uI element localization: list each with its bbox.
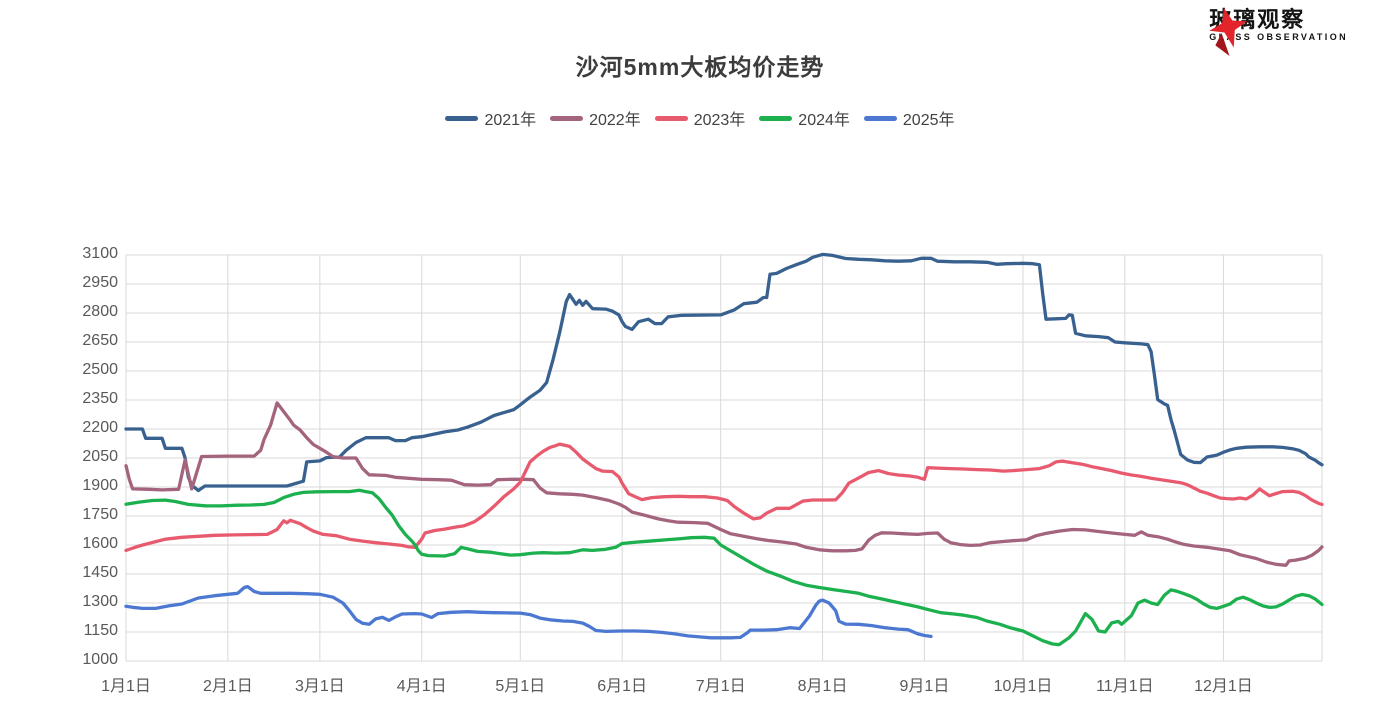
y-axis-label: 2650 — [82, 332, 118, 349]
y-axis-label: 2050 — [82, 448, 118, 465]
y-axis-label: 1000 — [82, 651, 118, 668]
x-axis-label: 4月1日 — [396, 678, 447, 695]
brand-logo: 玻璃观察 GLASS OBSERVATION — [1203, 8, 1348, 56]
y-axis-label: 1450 — [82, 564, 118, 581]
x-axis-label: 12月1日 — [1194, 678, 1253, 695]
legend-swatch — [759, 115, 793, 121]
y-axis-label: 1600 — [82, 535, 118, 552]
series-line-2023 — [124, 442, 1324, 553]
x-axis-label: 6月1日 — [597, 678, 648, 695]
legend-item-2025[interactable]: 2025年 — [863, 106, 955, 130]
y-axis-label: 1300 — [82, 593, 118, 610]
legend-label: 2025年 — [902, 112, 955, 129]
y-axis-label: 2500 — [82, 361, 118, 378]
y-axis-label: 2350 — [82, 390, 118, 407]
y-axis-label: 3100 — [82, 245, 118, 262]
x-axis-label: 5月1日 — [495, 678, 546, 695]
star-accent — [1215, 33, 1230, 56]
legend-swatch — [654, 115, 688, 121]
x-axis-label: 7月1日 — [695, 678, 746, 695]
legend-swatch — [445, 115, 479, 121]
series-line-2024 — [124, 488, 1324, 647]
legend-label: 2022年 — [589, 112, 641, 129]
chart-title: 沙河5mm大板均价走势 — [575, 54, 825, 80]
x-axis-label: 9月1日 — [899, 678, 950, 695]
legend-swatch — [550, 115, 584, 121]
x-axis-label: 10月1日 — [993, 678, 1053, 695]
y-axis-label: 2200 — [82, 419, 118, 436]
x-axis-label: 1月1日 — [101, 678, 151, 695]
series-line-2021 — [124, 252, 1324, 493]
star-icon — [1209, 8, 1248, 56]
y-axis-label: 2950 — [82, 274, 118, 291]
series-line-2025 — [124, 584, 933, 640]
legend-label: 2023年 — [693, 112, 746, 129]
x-axis-label: 8月1日 — [797, 678, 848, 695]
brand-name-en: GLASS OBSERVATION — [1209, 32, 1348, 42]
legend-swatch — [863, 115, 897, 121]
x-axis-label: 3月1日 — [294, 678, 345, 695]
x-axis-label: 11月1日 — [1096, 678, 1154, 695]
y-axis-label: 1150 — [83, 622, 118, 639]
y-axis-label: 2800 — [82, 303, 118, 320]
chart-legend: 2021年 2022年 2023年 2024年 2025年 — [0, 106, 1400, 130]
y-axis-label: 1750 — [82, 506, 118, 523]
legend-label: 2024年 — [798, 112, 850, 129]
legend-item-2023[interactable]: 2023年 — [654, 106, 746, 130]
legend-item-2021[interactable]: 2021年 — [445, 106, 536, 130]
series-line-2022 — [124, 401, 1324, 567]
y-axis-label: 1900 — [82, 477, 118, 494]
legend-item-2024[interactable]: 2024年 — [759, 106, 850, 130]
legend-label: 2021年 — [484, 112, 537, 129]
legend-item-2022[interactable]: 2022年 — [550, 106, 641, 130]
x-axis-label: 2月1日 — [202, 678, 253, 695]
